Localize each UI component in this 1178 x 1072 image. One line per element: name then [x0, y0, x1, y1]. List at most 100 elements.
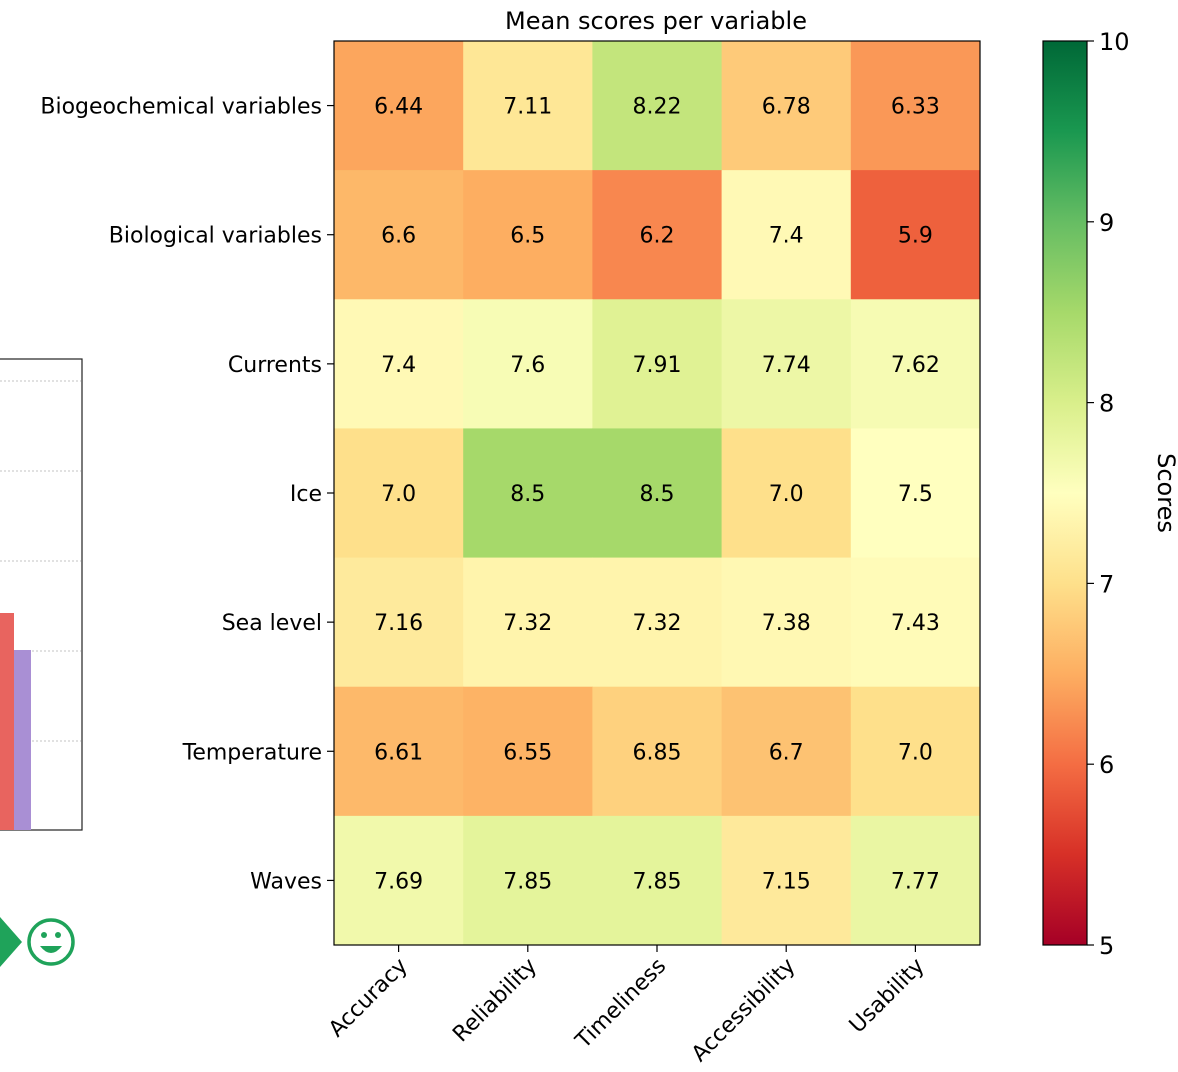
smiley-face-icon	[27, 918, 75, 966]
heatmap-cell	[721, 428, 852, 559]
x-tick-label: Accuracy	[324, 954, 413, 1043]
x-tick-label: Reliability	[448, 954, 542, 1048]
cell-value-label: 7.38	[762, 611, 811, 636]
partial-bar	[0, 613, 14, 830]
cell-value-label: 7.4	[769, 224, 804, 249]
heatmap-cell	[721, 170, 852, 300]
cell-value-label: 7.32	[503, 611, 552, 636]
cell-value-label: 7.74	[762, 353, 811, 378]
cell-value-label: 7.43	[891, 611, 940, 636]
cell-value-label: 7.91	[633, 353, 682, 378]
colorbar-tick-label: 7	[1099, 570, 1114, 598]
heatmap-value-labels: 6.44 7.11 8.22 6.78 6.33 6.6 6.5 6.2 7.4 5.9 7.4 7.…	[374, 95, 940, 895]
cell-value-label: 7.77	[891, 869, 940, 894]
arrow-icon	[0, 917, 22, 967]
cell-value-label: 6.61	[374, 740, 423, 765]
cell-value-label: 6.6	[381, 224, 416, 249]
cell-value-label: 8.5	[510, 482, 545, 507]
chart-title: Mean scores per variable	[505, 7, 807, 35]
x-tick-label: Accessibility	[687, 954, 800, 1067]
heatmap-cell	[721, 815, 852, 946]
x-tick-label: Usability	[845, 954, 930, 1039]
y-tick-label: Currents	[228, 353, 322, 378]
heatmap-cell	[850, 299, 981, 429]
cell-value-label: 7.85	[633, 869, 682, 894]
cell-value-label: 7.69	[374, 869, 423, 894]
heatmap-cell	[592, 428, 723, 559]
heatmap-cell	[463, 170, 593, 300]
heatmap-cell	[721, 686, 852, 817]
colorbar	[1042, 40, 1088, 946]
heatmap-cell	[850, 170, 981, 300]
heatmap-cell	[850, 686, 981, 817]
cell-value-label: 7.15	[762, 869, 811, 894]
heatmap-cell	[850, 815, 981, 946]
colorbar-tick-label: 9	[1099, 209, 1114, 237]
x-tick-label: Timeliness	[571, 954, 672, 1055]
heatmap-cell	[850, 557, 981, 688]
partial-bar	[14, 650, 31, 830]
y-tick-label: Sea level	[222, 611, 322, 636]
cell-value-label: 8.5	[640, 482, 675, 507]
cell-value-label: 7.6	[510, 353, 545, 378]
cell-value-label: 7.0	[769, 482, 804, 507]
heatmap-cell	[463, 428, 593, 559]
cell-value-label: 6.44	[374, 95, 423, 120]
heatmap-cell	[463, 686, 593, 817]
x-axis: Accuracy Reliability Timeliness Accessibili…	[324, 945, 930, 1067]
heatmap-cell	[463, 557, 593, 688]
cell-value-label: 7.4	[381, 353, 416, 378]
cell-value-label: 6.85	[633, 740, 682, 765]
y-tick-label: Temperature	[182, 740, 322, 765]
heatmap-cell	[334, 41, 464, 171]
cell-value-label: 6.33	[891, 95, 940, 120]
y-tick-label: Biogeochemical variables	[40, 95, 322, 120]
cell-value-label: 7.0	[381, 482, 416, 507]
heatmap-cell	[592, 686, 723, 817]
heatmap-cell	[721, 41, 852, 171]
cell-value-label: 7.5	[898, 482, 933, 507]
cell-value-label: 8.22	[633, 95, 682, 120]
heatmap-cell	[463, 815, 593, 946]
cell-value-label: 6.5	[510, 224, 545, 249]
heatmap-cell	[592, 815, 723, 946]
heatmap-cell	[850, 428, 981, 559]
y-tick-label: Ice	[290, 482, 322, 507]
cell-value-label: 6.55	[503, 740, 552, 765]
heatmap-cell	[721, 299, 852, 429]
cell-value-label: 6.2	[640, 224, 675, 249]
colorbar-tick-label: 10	[1099, 28, 1130, 56]
cell-value-label: 7.11	[503, 95, 552, 120]
heatmap-cell	[334, 170, 464, 300]
y-tick-label: Biological variables	[109, 224, 322, 249]
heatmap-cell	[592, 170, 723, 300]
cell-value-label: 7.16	[374, 611, 423, 636]
heatmap-cell	[463, 41, 593, 171]
feedback-marker	[0, 917, 75, 967]
heatmap-cell	[721, 557, 852, 688]
heatmap-cell	[592, 41, 723, 171]
cell-value-label: 7.62	[891, 353, 940, 378]
colorbar-label: Scores	[1152, 453, 1178, 533]
cell-value-label: 6.78	[762, 95, 811, 120]
colorbar-tick-label: 5	[1099, 932, 1114, 960]
heatmap-cell	[334, 815, 464, 946]
y-tick-label: Waves	[250, 869, 322, 894]
cell-value-label: 7.32	[633, 611, 682, 636]
colorbar-tick-label: 8	[1099, 390, 1114, 418]
heatmap-cell	[850, 41, 981, 171]
heatmap-cell	[592, 557, 723, 688]
cell-value-label: 7.85	[503, 869, 552, 894]
cell-value-label: 7.0	[898, 740, 933, 765]
heatmap-cell	[334, 299, 464, 429]
colorbar-tick-label: 6	[1099, 751, 1114, 779]
heatmap-cell	[592, 299, 723, 429]
heatmap-cell	[334, 557, 464, 688]
partial-bar-chart	[0, 358, 83, 831]
cell-value-label: 6.7	[769, 740, 804, 765]
cell-value-label: 5.9	[898, 224, 933, 249]
heatmap-cell	[334, 428, 464, 559]
heatmap-cells	[334, 41, 981, 946]
colorbar-ticks: 5 6 7 8 9 10	[1087, 28, 1130, 960]
